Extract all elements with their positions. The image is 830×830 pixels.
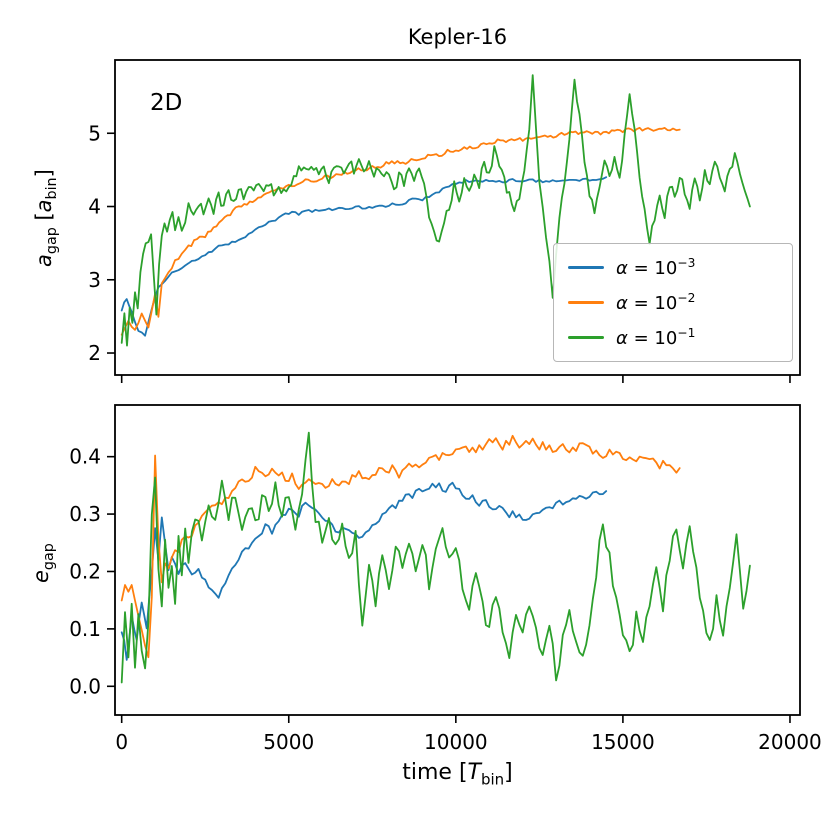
alpha-symbol: α [616, 258, 628, 279]
alpha-symbol: α [616, 293, 628, 314]
x-tick-label: 10000 [424, 730, 488, 754]
ylabel-sub: gap [44, 227, 61, 255]
xlabel-text: time [ [402, 760, 468, 785]
axes-spines [114, 404, 801, 716]
y-tick-label: 0.2 [69, 559, 101, 583]
ylabel-bracket: [ [31, 212, 56, 228]
ylabel-var: e [28, 570, 53, 583]
legend-item-alpha-1e-3: α = 10−3 [568, 253, 778, 282]
ylabel-unit-sub: bin [44, 177, 61, 200]
xlabel-var: T [467, 760, 481, 785]
legend-label-exponent: −3 [677, 256, 696, 270]
bottom-panel-chart: 0 5000 10000 15000 20000 0.0 0.1 0.2 0.3 0.4 [69, 404, 822, 754]
legend-line-swatch-green [568, 336, 604, 339]
y-tick-label: 0.1 [69, 617, 101, 641]
y-tick-label: 2 [88, 341, 101, 365]
data-line-alpha-10-3 [120, 176, 608, 337]
axes-spines [114, 59, 801, 376]
x-tick-label: 15000 [591, 730, 655, 754]
ylabel-var: a [31, 254, 56, 267]
alpha-symbol: α [616, 328, 628, 349]
legend-label: α = 10−3 [616, 256, 695, 279]
legend-line-swatch-orange [568, 301, 604, 304]
legend-label-exponent: −1 [677, 326, 696, 340]
data-line-alpha-10-3 [120, 481, 608, 661]
ylabel-bracket-close: ] [31, 169, 56, 178]
x-tick-label: 20000 [758, 730, 822, 754]
legend-label-text: = 10 [627, 258, 678, 279]
legend-label-text: = 10 [627, 328, 678, 349]
top-y-axis-label: agap [abin] [32, 68, 60, 368]
legend-line-swatch-blue [568, 266, 604, 269]
legend-label-exponent: −2 [677, 291, 696, 305]
legend-label: α = 10−1 [616, 326, 695, 349]
y-tick-label: 0.0 [69, 674, 101, 698]
x-axis-label: time [Tbin] [115, 760, 800, 788]
bottom-y-axis-label: egap [29, 463, 57, 663]
legend-item-alpha-1e-1: α = 10−1 [568, 323, 778, 352]
chart-title: Kepler-16 [407, 25, 508, 49]
legend-item-alpha-1e-2: α = 10−2 [568, 288, 778, 317]
ylabel-sub: gap [41, 543, 58, 571]
xlabel-bracket-close: ] [504, 760, 513, 785]
legend: α = 10−3 α = 10−2 α = 10−1 [553, 243, 793, 362]
y-tick-label: 3 [88, 268, 101, 292]
y-tick-label: 0.4 [69, 445, 101, 469]
y-tick-label: 0.3 [69, 502, 101, 526]
legend-label-text: = 10 [627, 293, 678, 314]
xlabel-sub: bin [481, 770, 505, 789]
annotation-2d: 2D [150, 90, 183, 116]
data-line-alpha-10-2 [120, 126, 681, 336]
data-line-alpha-10-1 [120, 74, 751, 347]
legend-label: α = 10−2 [616, 291, 695, 314]
ylabel-unit-var: a [31, 199, 56, 213]
x-tick-label: 0 [115, 730, 128, 754]
y-tick-label: 4 [88, 195, 101, 219]
y-tick-label: 5 [88, 121, 101, 145]
data-line-alpha-10-2 [120, 434, 681, 659]
x-tick-label: 5000 [263, 730, 314, 754]
top-panel-chart: 2 3 4 5 [88, 59, 801, 383]
data-line-alpha-10-1 [120, 431, 751, 684]
